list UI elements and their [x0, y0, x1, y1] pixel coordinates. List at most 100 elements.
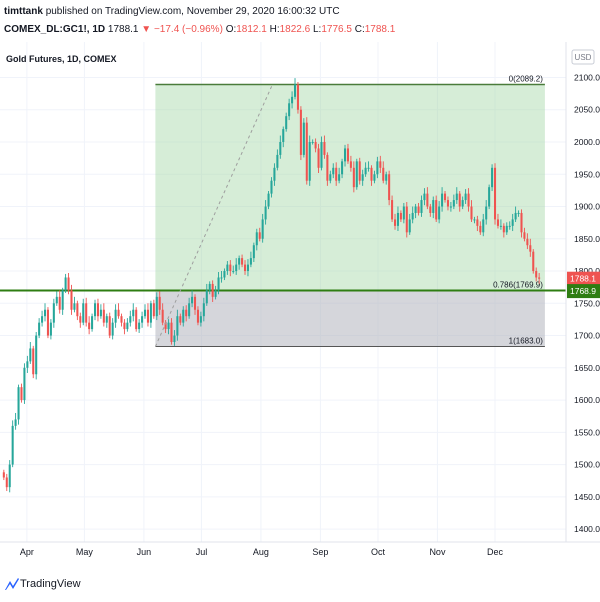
tradingview-logo-icon[interactable]: [4, 577, 20, 591]
candle-body: [126, 322, 129, 330]
candle-body: [479, 225, 482, 233]
candle-body: [326, 154, 329, 181]
price-axis[interactable]: 1400.0 1450.0 1500.0 1550.0 1600.0 1650.0 1700…: [567, 72, 600, 534]
candle-body: [261, 219, 264, 239]
candle-body: [370, 167, 373, 181]
currency-badge[interactable]: [571, 49, 595, 65]
author-name[interactable]: timttank: [4, 6, 43, 17]
price-tick-label: 1650.0: [574, 363, 600, 373]
candle-body: [23, 367, 26, 401]
candle-body: [46, 309, 49, 336]
candle-body: [264, 206, 267, 220]
time-tick-label: Aug: [253, 547, 269, 557]
candle-body: [32, 348, 35, 375]
candle-body: [67, 277, 70, 291]
fib-retracement[interactable]: 0(2089.2) 0.786(1769.9) 1(1683.0): [0, 74, 566, 348]
candle-body: [441, 193, 444, 207]
candle-body: [173, 335, 176, 342]
candle-body: [114, 309, 117, 323]
candle-body: [482, 219, 485, 233]
candle-body: [491, 167, 494, 188]
candle-body: [314, 142, 317, 149]
symbol-label[interactable]: COMEX_DL:GC1!, 1D: [4, 24, 106, 35]
candle-body: [305, 122, 308, 181]
candle-body: [473, 219, 476, 221]
candle-body: [17, 387, 20, 420]
candle-body: [399, 212, 402, 220]
chart-title: Gold Futures, 1D, COMEX: [6, 54, 117, 64]
last-price-badge: [567, 271, 600, 286]
candle-body: [99, 309, 102, 317]
candle-body: [293, 84, 297, 97]
candle-body: [11, 425, 14, 465]
candle-body: [152, 303, 155, 317]
candle-body: [414, 206, 417, 213]
candle-body: [443, 193, 447, 201]
candle-body: [338, 174, 341, 181]
price-tick-label: 1600.0: [574, 395, 600, 405]
candle-body: [523, 232, 526, 239]
candle-body: [241, 258, 244, 265]
candle-body: [493, 167, 497, 220]
time-axis[interactable]: Apr May Jun Jul Aug Sep Oct Nov Dec: [20, 547, 504, 557]
candle-body: [423, 193, 426, 201]
candle-body: [138, 322, 141, 330]
open-label: O:: [225, 24, 237, 35]
chart-frame[interactable]: 0(2089.2) 0.786(1769.9) 1(1683.0) 1400.0 14…: [0, 42, 600, 560]
fib-zone-lower: [155, 290, 545, 347]
candle-body: [461, 200, 464, 207]
candle-body: [302, 122, 305, 155]
candle-body: [526, 238, 529, 246]
candle-body: [323, 142, 326, 155]
brand-name[interactable]: TradingView: [20, 578, 81, 590]
candle-body: [132, 309, 135, 317]
candle-body: [517, 212, 520, 214]
candle-body: [311, 142, 314, 143]
close-label: C:: [354, 24, 365, 35]
candle-body: [217, 277, 220, 291]
candle-body: [391, 200, 394, 220]
candle-body: [170, 322, 173, 342]
candle-body: [435, 200, 438, 220]
candle-body: [93, 303, 97, 317]
candle-body: [88, 322, 91, 330]
price-tick-label: 1950.0: [574, 169, 600, 179]
candle-body: [76, 303, 79, 317]
candle-body: [396, 212, 399, 226]
candle-body: [349, 161, 352, 168]
candles: [2, 78, 541, 493]
candle-body: [282, 129, 285, 142]
price-tick-label: 1800.0: [574, 266, 600, 276]
price-tick-label: 1400.0: [574, 524, 600, 534]
candle-body: [43, 309, 47, 317]
candle-body: [373, 174, 376, 181]
candle-body: [455, 193, 458, 201]
candle-body: [426, 193, 429, 207]
candle-body: [432, 200, 435, 213]
last-price: 1788.1: [107, 24, 139, 35]
price-tick-label: 1750.0: [574, 298, 600, 308]
candle-body: [485, 206, 488, 220]
time-tick-label: May: [76, 547, 94, 557]
candle-body: [61, 290, 64, 310]
price-chart[interactable]: 0(2089.2)0.786(1769.9)1(1683.0) 1400.014…: [0, 42, 600, 560]
candle-body: [252, 245, 255, 259]
candle-body: [367, 167, 370, 169]
time-tick-label: Nov: [429, 547, 446, 557]
candle-body: [420, 200, 423, 213]
candle-body: [332, 167, 335, 175]
published-line: timttank published on TradingView.com, N…: [4, 6, 340, 17]
candle-body: [249, 258, 252, 265]
time-tick-label: Sep: [312, 547, 328, 557]
candle-body: [141, 316, 144, 323]
candle-body: [26, 361, 29, 368]
candle-body: [411, 212, 414, 220]
candle-body: [476, 219, 479, 226]
low-value: 1776.5: [321, 24, 352, 35]
candle-body: [346, 148, 349, 162]
candle-body: [520, 212, 523, 233]
candle-body: [499, 225, 502, 227]
candle-body: [79, 316, 82, 323]
price-change: ▼ −17.4 (−0.96%): [141, 24, 223, 35]
candle-body: [267, 193, 270, 207]
